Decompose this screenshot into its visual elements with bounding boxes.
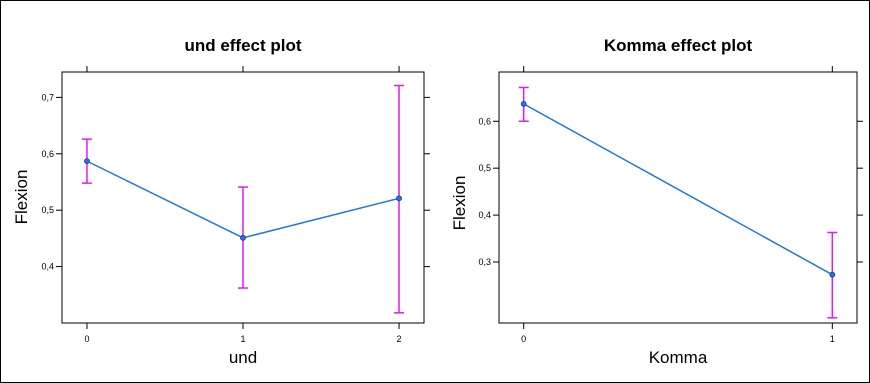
y-tick-label: 0,5 (41, 205, 54, 215)
y-tick-label: 0,3 (478, 257, 491, 267)
x-axis-label: und (229, 348, 257, 367)
plot-frame (498, 71, 858, 324)
series-line (523, 103, 833, 276)
data-point (240, 234, 246, 241)
y-tick-label: 0,6 (478, 116, 491, 126)
chart-title: und effect plot (184, 36, 301, 55)
data-point (396, 195, 402, 202)
x-tick-label: 1 (830, 334, 835, 344)
komma-effect-panel: Komma effect plot Komma Flexion 0 1 0,3 0,4… (450, 36, 863, 367)
x-axis-label: Komma (649, 348, 708, 367)
y-tick-label: 0,6 (41, 149, 54, 159)
x-tick-label: 0 (521, 334, 526, 344)
data-point (520, 101, 527, 107)
y-tick-label: 0,4 (478, 210, 491, 220)
chart-title: Komma effect plot (604, 36, 753, 55)
y-tick-label: 0,4 (41, 262, 54, 272)
data-point (84, 158, 90, 165)
y-tick-label: 0,7 (41, 92, 54, 102)
x-tick-label: 2 (397, 334, 402, 344)
und-effect-panel: und effect plot und Flexion 0 1 2 0,4 0,5 0,6… (12, 36, 430, 367)
x-tick-label: 1 (240, 334, 245, 344)
y-tick-label: 0,5 (478, 163, 491, 173)
y-axis-label: Flexion (450, 176, 469, 231)
y-axis-label: Flexion (12, 170, 31, 225)
x-tick-label: 0 (84, 334, 89, 344)
data-point (829, 271, 836, 278)
